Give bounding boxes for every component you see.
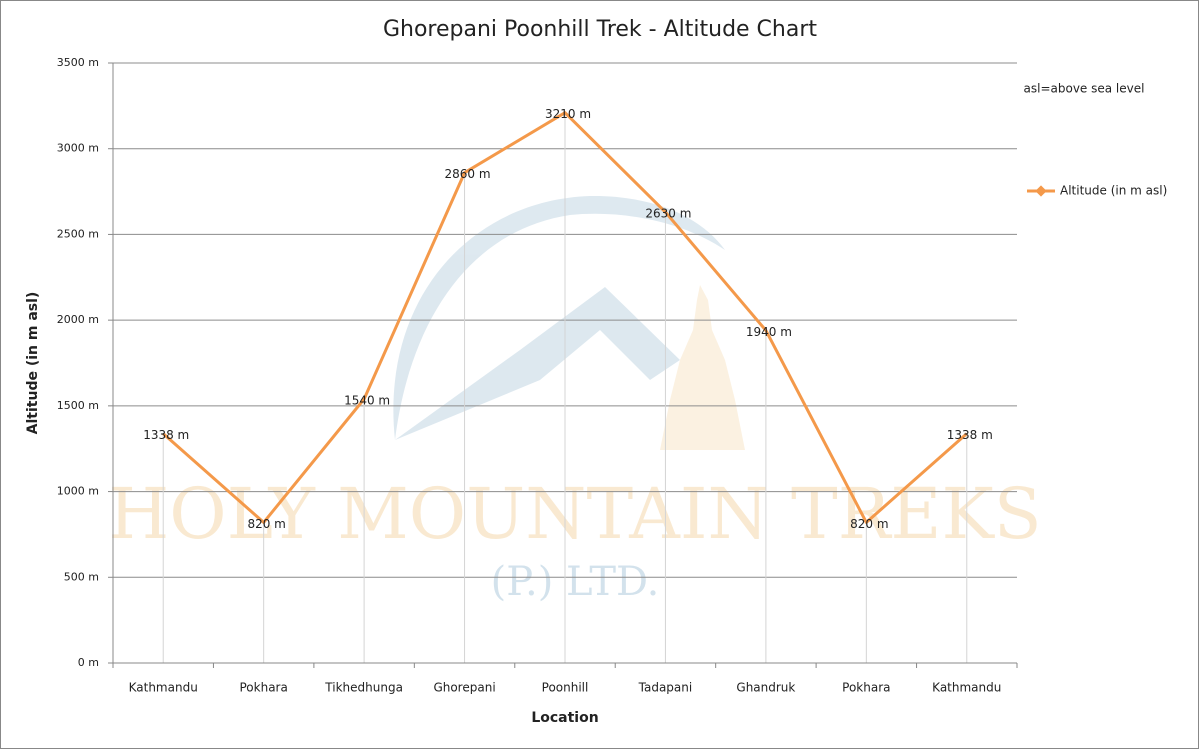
x-tick-label: Ghandruk [736,681,795,695]
annotation: asl=above sea level [1024,82,1145,96]
x-tick-label: Poonhill [542,681,589,695]
y-tick-label: 3500 m [57,56,99,69]
data-label: 1540 m [344,394,390,408]
watermark-subtext: (P.) LTD. [491,559,660,605]
data-label: 1338 m [143,428,189,442]
data-line [162,111,968,524]
x-tick-label: Tikhedhunga [324,681,403,695]
y-axis-title: Altitude (in m asl) [25,292,41,435]
data-label: 1338 m [947,428,993,442]
y-tick-label: 3000 m [57,142,99,155]
y-tick-label: 2000 m [57,313,99,326]
data-label: 2630 m [645,207,691,221]
x-tick-label: Kathmandu [932,681,1001,695]
data-label: 2860 m [445,167,491,181]
legend-label: Altitude (in m asl) [1060,184,1167,198]
x-tick-label: Tadapani [638,681,693,695]
data-label: 3210 m [545,107,591,121]
x-tick-label: Kathmandu [129,681,198,695]
chart-title: Ghorepani Poonhill Trek - Altitude Chart [383,17,817,42]
y-tick-label: 1000 m [57,485,99,498]
y-tick-label: 0 m [78,656,99,669]
y-tick-label: 1500 m [57,399,99,412]
data-label: 1940 m [746,325,792,339]
watermark-text: HOLY MOUNTAIN TREKS [108,473,1042,555]
x-tick-label: Ghorepani [433,681,495,695]
x-tick-label: Pokhara [842,681,890,695]
x-axis-title: Location [531,710,598,726]
x-tick-label: Pokhara [239,681,287,695]
watermark-logo [393,195,745,450]
y-tick-label: 500 m [64,570,99,583]
y-tick-label: 2500 m [57,227,99,240]
legend-marker [1035,185,1047,197]
data-label: 820 m [850,517,888,531]
data-label: 820 m [247,517,285,531]
